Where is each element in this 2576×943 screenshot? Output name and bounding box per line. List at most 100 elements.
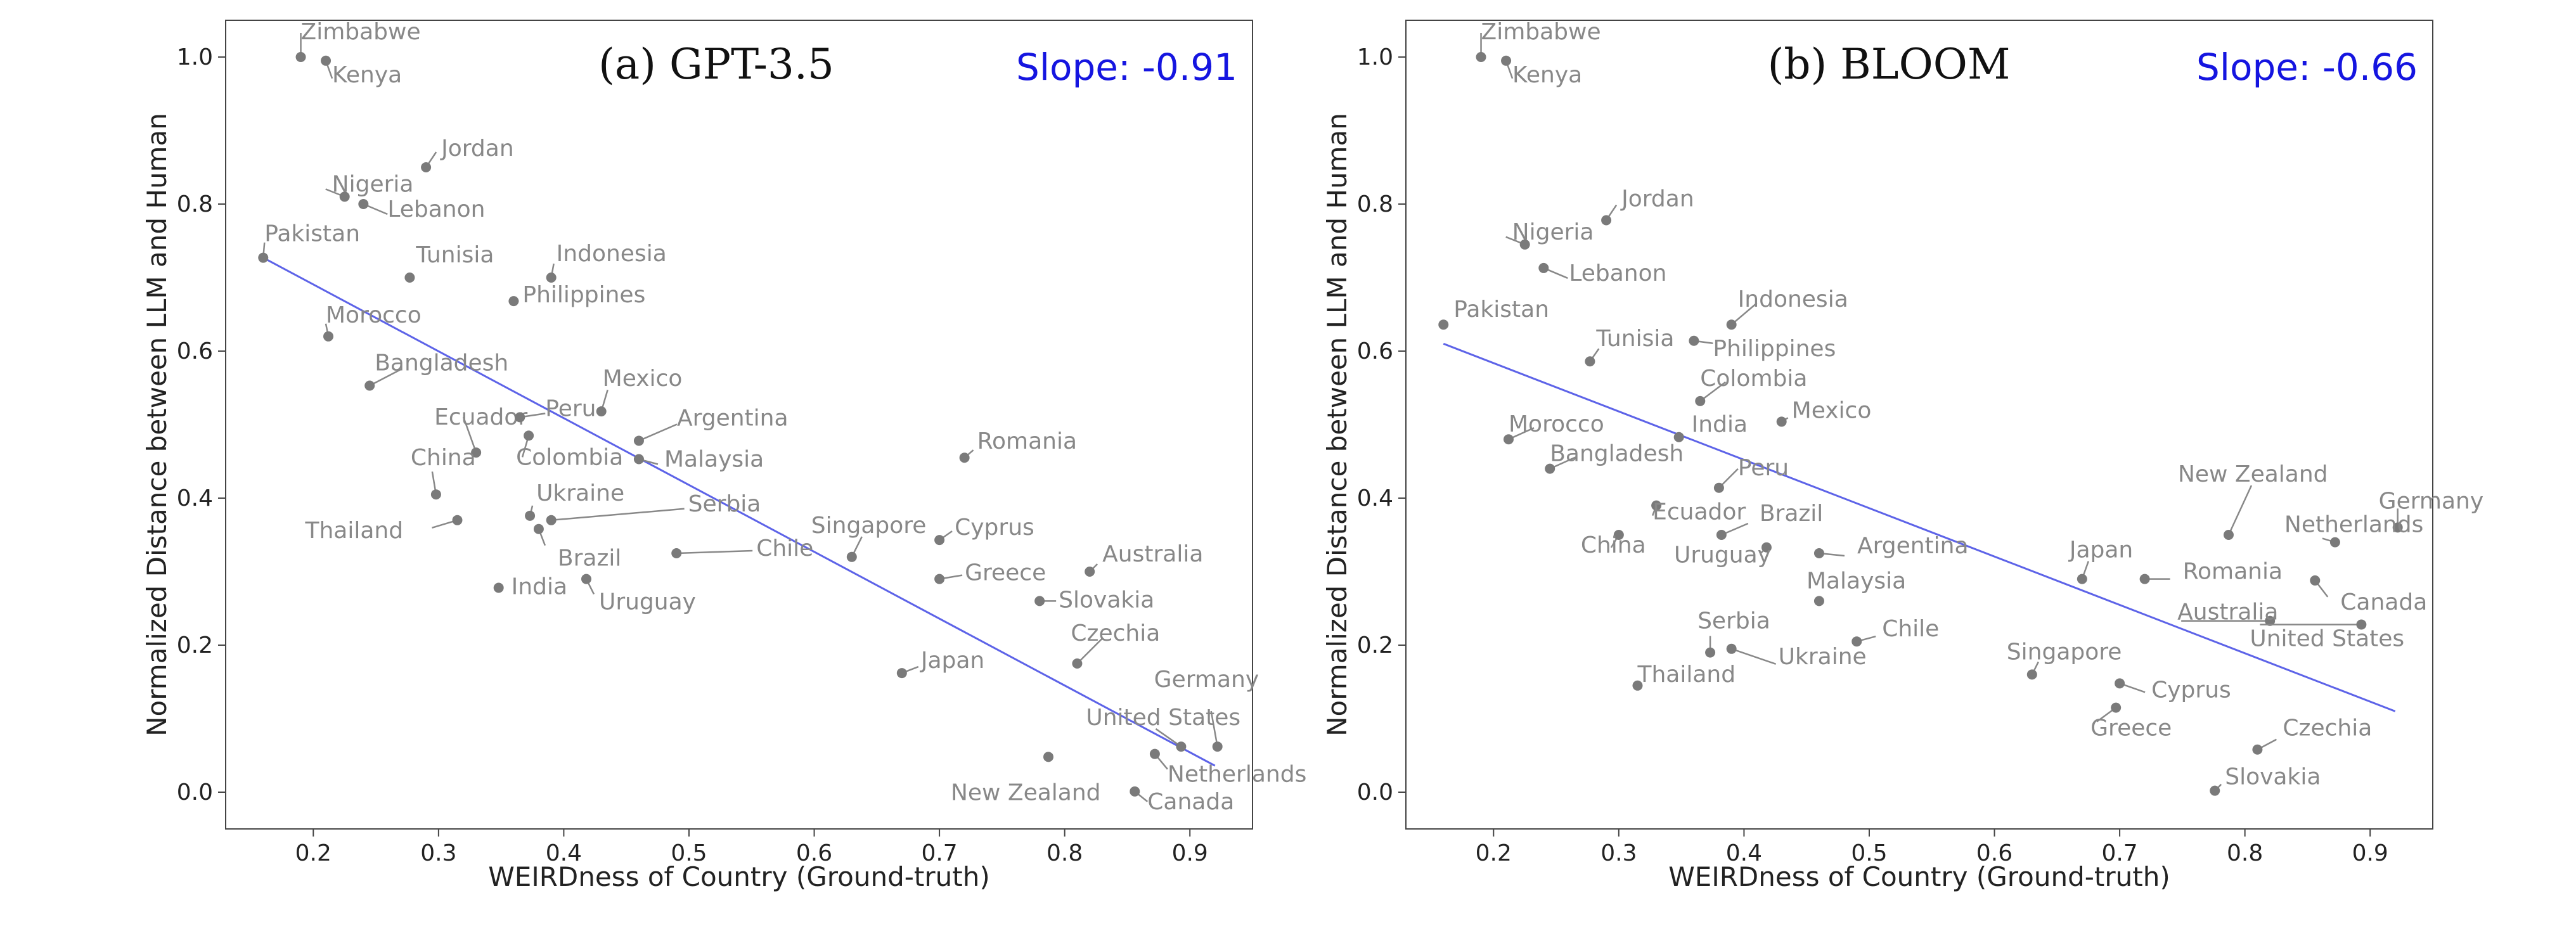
point-label: Japan (2068, 537, 2133, 563)
data-point (508, 296, 519, 307)
data-point (1689, 335, 1699, 346)
data-point (2210, 785, 2220, 796)
data-point (421, 162, 432, 172)
y-tick-label: 0.4 (177, 485, 213, 511)
data-point (533, 523, 544, 534)
point-label: Mexico (1792, 397, 1872, 423)
x-tick-label: 0.5 (671, 840, 707, 866)
data-point (1673, 432, 1684, 442)
data-point (1651, 500, 1662, 511)
data-point (2026, 669, 2037, 680)
point-label: Australia (1102, 541, 1203, 567)
point-label: Brazil (1760, 501, 1823, 527)
regression-line (262, 257, 1216, 767)
x-tick-label: 0.6 (796, 840, 832, 866)
label-leader-line (1210, 710, 1218, 747)
point-label: Germany (1154, 667, 1259, 693)
data-point (1149, 748, 1160, 759)
data-point (2115, 678, 2125, 689)
data-points: Zimbabwe Kenya Jordan Nigeria Lebanon Pakista… (1438, 19, 2483, 796)
point-label: Mexico (603, 366, 683, 392)
label-leader-line (551, 508, 685, 522)
data-point (452, 515, 463, 525)
x-tick-label: 0.6 (1976, 840, 2012, 866)
data-point (295, 52, 306, 62)
y-tick-label: 0.8 (1357, 191, 1393, 217)
y-axis-label: Normalized Distance between LLM and Huma… (1322, 113, 1353, 736)
x-ticks: 0.2 0.3 0.4 0.5 0.6 0.7 0.8 0.9 (1476, 829, 2388, 866)
x-tick-label: 0.5 (1851, 840, 1887, 866)
label-leader-line (638, 423, 678, 442)
point-label: Malaysia (664, 447, 764, 473)
point-label: India (1692, 412, 1748, 438)
point-label: Kenya (1512, 62, 1582, 88)
point-label: Zimbabwe (1481, 19, 1601, 45)
point-label: Serbia (688, 491, 761, 517)
data-point (1176, 741, 1187, 752)
data-point (1072, 658, 1083, 669)
point-label: Uruguay (1674, 542, 1771, 568)
data-point (1519, 239, 1530, 250)
data-point (633, 435, 644, 446)
data-point (1438, 319, 1449, 330)
label-leader-line (2227, 485, 2253, 536)
plot-area-frame (1405, 20, 2433, 830)
data-point (404, 273, 415, 283)
point-label: Uruguay (599, 589, 696, 615)
y-ticks: 0.0 0.2 0.4 0.6 0.8 1.0 (1357, 44, 1406, 805)
data-point (358, 199, 369, 209)
point-label: Colombia (516, 444, 623, 470)
data-point (1545, 463, 1555, 474)
data-point (2265, 615, 2276, 626)
y-tick-label: 0.8 (177, 191, 213, 217)
point-label: Lebanon (387, 196, 485, 222)
x-tick-label: 0.2 (1476, 840, 1512, 866)
point-label: Peru (1738, 455, 1789, 481)
label-leader-line (676, 549, 753, 555)
point-label: Brazil (558, 546, 621, 572)
point-label: Japan (920, 648, 984, 674)
point-label: Greece (2090, 715, 2172, 741)
point-label: Canada (2340, 589, 2427, 615)
x-axis-label: WEIRDness of Country (Ground-truth) (1668, 861, 2170, 892)
x-tick-label: 0.7 (921, 840, 957, 866)
point-label: Canada (1147, 789, 1234, 815)
point-label: New Zealand (2178, 461, 2328, 487)
point-label: Serbia (1697, 608, 1770, 634)
data-point (934, 574, 945, 584)
data-point (1852, 636, 1862, 647)
y-axis-label: Normalized Distance between LLM and Huma… (141, 113, 172, 736)
data-point (2077, 574, 2087, 584)
plot-area-frame (225, 20, 1253, 830)
point-label: Argentina (1857, 533, 1969, 559)
point-label: Morocco (1509, 411, 1604, 437)
point-label: Greece (965, 560, 1046, 586)
point-label: Indonesia (1738, 286, 1848, 312)
x-tick-label: 0.9 (1172, 840, 1208, 866)
data-point (1504, 434, 1514, 445)
data-point (2252, 744, 2263, 755)
data-point (339, 191, 350, 202)
point-label: Philippines (1713, 336, 1836, 362)
point-label: Nigeria (1512, 219, 1594, 245)
point-label: Romania (2183, 559, 2283, 585)
data-point (1212, 741, 1223, 752)
data-point (2356, 619, 2367, 630)
data-point (1538, 262, 1549, 273)
label-leader-line (1699, 381, 1727, 402)
data-point (1726, 643, 1737, 654)
data-point (671, 548, 682, 558)
data-point (959, 452, 970, 463)
data-point (1130, 786, 1140, 797)
data-point (1085, 567, 1095, 577)
point-label: India (512, 574, 567, 600)
point-label: Jordan (440, 136, 514, 162)
data-point (471, 447, 482, 458)
panel-bloom: (b) BLOOM Slope: -0.66 WEIRDness of Coun… (1322, 19, 2483, 892)
y-tick-label: 1.0 (177, 44, 213, 70)
data-point (2111, 702, 2122, 713)
panel-title: (a) GPT-3.5 (598, 40, 834, 89)
data-point (1761, 542, 1772, 553)
x-ticks: 0.2 0.3 0.4 0.5 0.6 0.7 0.8 0.9 (295, 829, 1208, 866)
y-tick-label: 1.0 (1357, 44, 1393, 70)
